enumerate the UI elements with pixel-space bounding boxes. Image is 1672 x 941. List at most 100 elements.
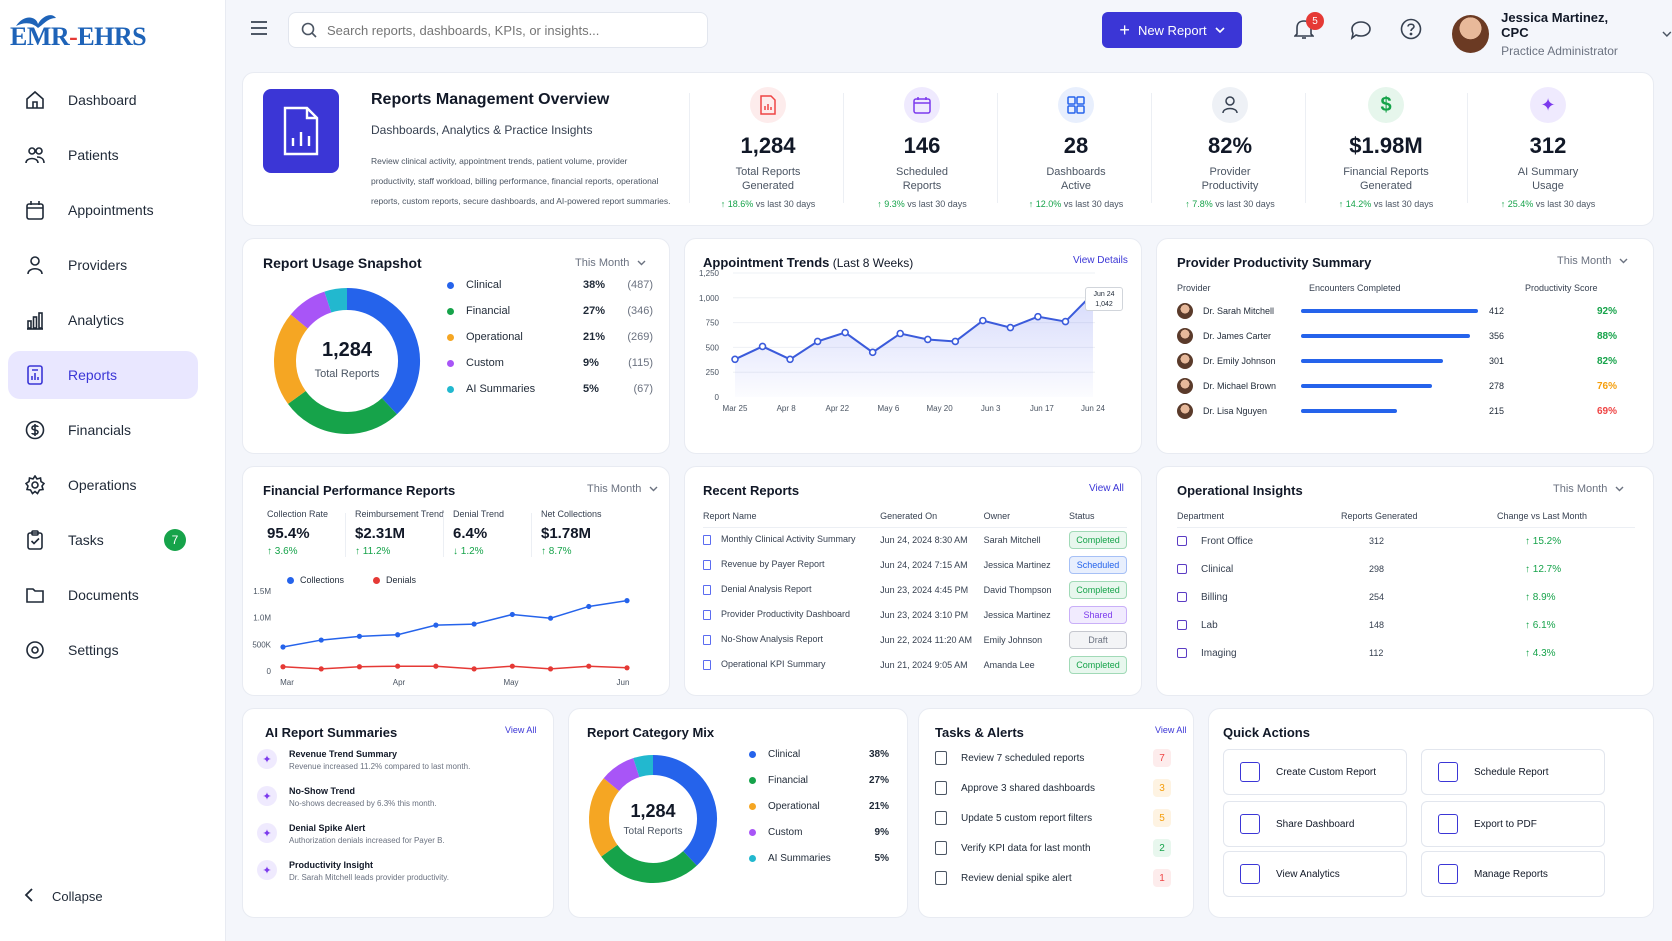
share-dashboard-button[interactable]: Share Dashboard (1223, 801, 1407, 847)
card-title: Quick Actions (1223, 725, 1310, 740)
legend-count: (487) (627, 279, 653, 291)
kpi-total-reports[interactable]: 1,284 Total Reports Generated ↑ 18.6% vs… (693, 87, 843, 209)
view-details-link[interactable]: View Details (1073, 255, 1128, 266)
ai-summary-item[interactable]: ✦ Productivity Insight Dr. Sarah Mitchell … (257, 860, 449, 882)
task-item[interactable]: Verify KPI data for last month 2 (935, 839, 1171, 857)
provider-name[interactable]: Dr. Michael Brown (1203, 381, 1277, 391)
brand-name-left: EMR (10, 22, 70, 51)
provider-name[interactable]: Dr. Emily Johnson (1203, 356, 1276, 366)
ai-summary-item[interactable]: ✦ Revenue Trend Summary Revenue increased … (257, 749, 470, 771)
table-row[interactable]: Front Office 312 ↑ 15.2% (1177, 527, 1635, 555)
sidebar-item-analytics[interactable]: Analytics (8, 296, 198, 344)
owner-cell: Emily Johnson (983, 634, 1043, 645)
kpi-ai-summary-usage[interactable]: ✦ 312 AI Summary Usage ↑ 25.4% vs last 3… (1473, 87, 1623, 209)
kpi-scheduled-reports[interactable]: 146 Scheduled Reports ↑ 9.3% vs last 30 … (847, 87, 997, 209)
table-row[interactable]: Monthly Clinical Activity Summary Jun 24,… (703, 527, 1127, 552)
search-input[interactable] (327, 22, 687, 38)
metric-value: 6.4% (453, 525, 488, 542)
financial-metric[interactable]: Denial Trend 6.4% ↓ 1.2% (453, 509, 504, 557)
sidebar-item-dashboard[interactable]: Dashboard (8, 76, 198, 124)
view-all-link[interactable]: View All (1155, 725, 1187, 735)
data-point (758, 342, 767, 351)
task-item[interactable]: Review 7 scheduled reports 7 (935, 749, 1171, 767)
sidebar-item-tasks[interactable]: Tasks 7 (8, 516, 198, 564)
provider-name[interactable]: Dr. Sarah Mitchell (1203, 306, 1275, 316)
legend-item: AI Summaries 5% (67) (447, 383, 653, 395)
data-point (318, 637, 324, 643)
sidebar-item-financials[interactable]: Financials (8, 406, 198, 454)
help-button[interactable] (1400, 18, 1422, 43)
sidebar-item-label: Analytics (68, 312, 125, 328)
kpi-provider-productivity[interactable]: 82% Provider Productivity ↑ 7.8% vs last… (1155, 87, 1305, 209)
messages-button[interactable] (1350, 20, 1372, 43)
donut-slice (290, 291, 332, 329)
sidebar-item-reports[interactable]: Reports (8, 351, 198, 399)
sidebar-item-documents[interactable]: Documents (8, 571, 198, 619)
user-menu[interactable]: Jessica Martinez, CPC Practice Administr… (1452, 10, 1672, 58)
brand-logo[interactable]: EMR - EHRS (10, 12, 147, 52)
financial-metric[interactable]: Collection Rate 95.4% ↑ 3.6% (267, 509, 328, 557)
view-all-link[interactable]: View All (505, 725, 537, 735)
sidebar-item-providers[interactable]: Providers (8, 241, 198, 289)
period-select[interactable]: This Month (575, 257, 646, 269)
legend-swatch (447, 359, 454, 367)
productivity-bar (1301, 409, 1397, 413)
period-select[interactable]: This Month (1557, 255, 1628, 267)
period-select[interactable]: This Month (587, 483, 658, 495)
sidebar-item-appointments[interactable]: Appointments (8, 186, 198, 234)
collapse-button[interactable]: Collapse (24, 888, 103, 905)
report-name: Provider Productivity Dashboard (721, 609, 851, 620)
data-point (1061, 317, 1070, 326)
clipboard-check-icon (24, 529, 46, 551)
financial-metric[interactable]: Reimbursement Trend $2.31M ↑ 11.2% (355, 509, 444, 557)
kpi-value: 82% (1207, 133, 1253, 158)
ai-summary-item[interactable]: ✦ No-Show Trend No-shows decreased by 6.3%… (257, 786, 437, 808)
trend-line (734, 292, 1094, 361)
schedule-report-button[interactable]: Schedule Report (1421, 749, 1605, 795)
dollar-icon: $ (1368, 87, 1404, 123)
status-cell: Completed (1069, 652, 1127, 677)
financial-metric[interactable]: Net Collections $1.78M ↑ 8.7% (541, 509, 602, 557)
kpi-change: ↑ 25.4% (1500, 199, 1534, 209)
sidebar-item-settings[interactable]: Settings (8, 626, 198, 674)
table-row[interactable]: No-Show Analysis Report Jun 22, 2024 11:2… (703, 627, 1127, 652)
data-point (509, 611, 515, 618)
donut-slice (346, 288, 420, 415)
kpi-value: 28 (1063, 133, 1089, 158)
provider-name[interactable]: Dr. Lisa Nguyen (1203, 406, 1268, 416)
export-to-pdf-button[interactable]: Export to PDF (1421, 801, 1605, 847)
legend-percent: 21% (868, 801, 889, 812)
table-row[interactable]: Revenue by Payer Report Jun 24, 2024 7:15… (703, 552, 1127, 577)
task-item[interactable]: Update 5 custom report filters 5 (935, 809, 1171, 827)
kpi-change: ↑ 7.8% (1185, 199, 1213, 209)
manage-reports-button[interactable]: Manage Reports (1421, 851, 1605, 897)
new-report-button[interactable]: + New Report (1102, 12, 1242, 48)
kpi-dashboards-active[interactable]: 28 Dashboards Active ↑ 12.0% vs last 30 … (1001, 87, 1151, 209)
metric-change: ↓ 1.2% (453, 546, 484, 557)
table-row[interactable]: Clinical 298 ↑ 12.7% (1177, 555, 1635, 583)
sidebar-item-operations[interactable]: Operations (8, 461, 198, 509)
task-item[interactable]: Review denial spike alert 1 (935, 869, 1171, 887)
task-item[interactable]: Approve 3 shared dashboards 3 (935, 779, 1171, 797)
legend-swatch (447, 385, 454, 393)
ai-summary-item[interactable]: ✦ Denial Spike Alert Authorization denials… (257, 823, 445, 845)
create-custom-report-button[interactable]: Create Custom Report (1223, 749, 1407, 795)
table-row[interactable]: Operational KPI Summary Jun 21, 2024 9:05… (703, 652, 1127, 677)
table-row[interactable]: Denial Analysis Report Jun 23, 2024 4:45 … (703, 577, 1127, 602)
view-analytics-button[interactable]: View Analytics (1223, 851, 1407, 897)
data-point (813, 337, 822, 346)
provider-name[interactable]: Dr. James Carter (1203, 331, 1272, 341)
view-all-link[interactable]: View All (1089, 483, 1124, 494)
table-row[interactable]: Provider Productivity Dashboard Jun 23, 2… (703, 602, 1127, 627)
period-select[interactable]: This Month (1553, 483, 1624, 495)
kpi-financial-reports[interactable]: $ $1.98M Financial Reports Generated ↑ 1… (1311, 87, 1461, 209)
table-row[interactable]: Imaging 112 ↑ 4.3% (1177, 639, 1635, 667)
report-name: Operational KPI Summary (721, 659, 826, 670)
table-row[interactable]: Lab 148 ↑ 6.1% (1177, 611, 1635, 639)
kpi-change: ↑ 18.6% (720, 199, 754, 209)
table-row[interactable]: Billing 254 ↑ 8.9% (1177, 583, 1635, 611)
sidebar-item-patients[interactable]: Patients (8, 131, 198, 179)
menu-toggle-button[interactable] (250, 20, 268, 39)
department-name: Lab (1201, 619, 1218, 631)
y-tick-label: 250 (706, 368, 720, 377)
